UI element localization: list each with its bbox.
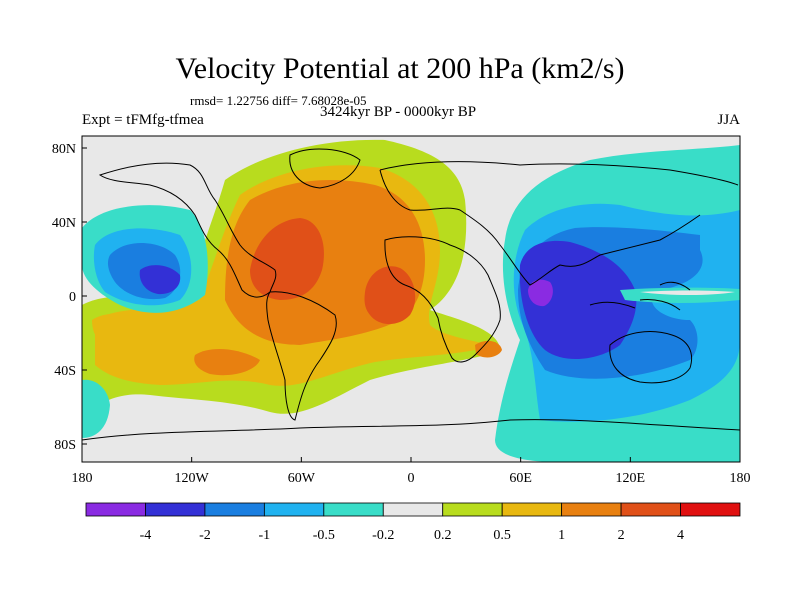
colorbar-label: -4	[140, 528, 152, 543]
coastline-indonesia	[589, 281, 691, 311]
colorbar-label: -0.2	[372, 528, 394, 543]
lon-tick-label: 180	[730, 471, 751, 486]
lat-tick-label: 0	[69, 290, 76, 305]
colorbar-label: -1	[259, 528, 271, 543]
contour-field	[82, 136, 740, 462]
colorbar-swatch	[263, 502, 325, 517]
colorbar-label: 4	[677, 528, 684, 543]
season-label: JJA	[717, 112, 740, 128]
page-title: Velocity Potential at 200 hPa (km2/s)	[175, 52, 625, 85]
positive-region-level-4a	[250, 218, 324, 300]
period-label: 3424kyr BP - 0000kyr BP	[320, 104, 477, 120]
negative-region-npacific-4	[139, 265, 181, 295]
colorbar-swatch	[323, 502, 384, 517]
positive-region-safrica	[475, 340, 502, 358]
lon-tick-label: 180	[72, 471, 93, 486]
colorbar-label: -0.5	[313, 528, 335, 543]
positive-region-southpacific-a	[92, 313, 161, 352]
colorbar-swatch	[382, 502, 444, 517]
coastlines	[82, 148, 740, 441]
coastline-eurasia	[379, 161, 739, 286]
negative-region-level-5	[528, 279, 553, 307]
experiment-label: Expt = tFMfg-tfmea	[82, 112, 204, 128]
negative-region-southpacific	[82, 379, 110, 438]
colorbar-label: 0.5	[493, 528, 511, 543]
lat-tick-label: 40N	[52, 216, 76, 231]
neutral-gap-pacific	[640, 290, 735, 295]
colorbar-label: 0.2	[434, 528, 452, 543]
colorbar-swatch	[680, 502, 741, 517]
stats-label: rmsd= 1.22756 diff= 7.68028e-05	[190, 93, 367, 108]
coastline-australia	[609, 331, 693, 384]
colorbar-label: -2	[199, 528, 211, 543]
colorbar-label: 1	[558, 528, 565, 543]
lon-tick-label: 120W	[175, 471, 210, 486]
lon-tick-label: 120E	[616, 471, 646, 486]
lon-tick-label: 60E	[509, 471, 532, 486]
colorbar-swatch	[442, 502, 503, 517]
negative-region-npacific-strip	[620, 287, 740, 303]
colorbar-swatch	[85, 502, 146, 517]
coastline-antarctica	[82, 419, 740, 441]
colorbar-label: 2	[618, 528, 625, 543]
positive-region-level-4b	[364, 266, 416, 325]
lat-tick-label: 80S	[54, 438, 76, 453]
lon-tick-label: 60W	[288, 471, 316, 486]
colorbar-swatch	[620, 502, 681, 517]
coastline-africa	[384, 236, 501, 363]
colorbar-swatch	[501, 502, 563, 517]
colorbar-swatch	[561, 502, 622, 517]
coastline-south-america	[266, 291, 337, 421]
lat-tick-label: 40S	[54, 364, 76, 379]
coastline-greenland	[289, 148, 361, 189]
positive-region-southpacific-b	[194, 348, 260, 376]
colorbar-swatch	[145, 502, 206, 517]
colorbar: -4 -2 -1 -0.5 -0.2 0.2 0.5 1 2 4	[85, 502, 741, 543]
lat-tick-label: 80N	[52, 142, 76, 157]
tick-layer: 180 120W 60W 0 60E 120E 180 80N 40N 0 40S 80S	[52, 142, 751, 486]
lon-tick-label: 0	[408, 471, 415, 486]
negative-region-level-4	[519, 240, 637, 360]
colorbar-swatch	[204, 502, 265, 517]
